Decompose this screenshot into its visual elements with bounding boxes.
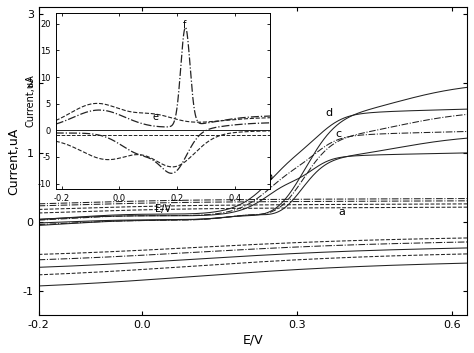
Y-axis label: Current,uA: Current,uA <box>7 127 20 195</box>
Text: c: c <box>336 129 342 139</box>
Text: d: d <box>325 108 332 119</box>
Text: a: a <box>338 207 345 217</box>
Text: b: b <box>266 172 273 182</box>
X-axis label: E/V: E/V <box>243 333 263 346</box>
